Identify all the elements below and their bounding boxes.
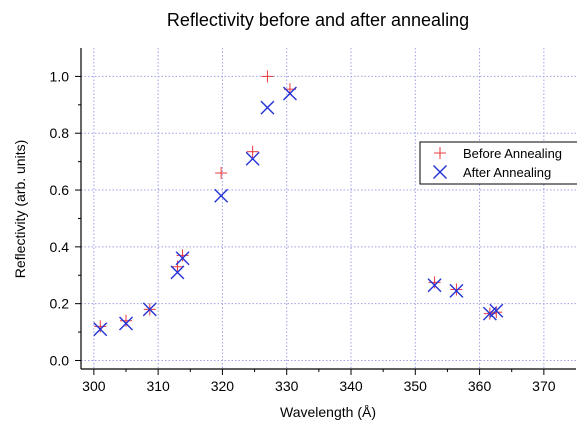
x-tick-label: 340 (339, 378, 363, 394)
chart-title: Reflectivity before and after annealing (167, 10, 469, 30)
before-annealing-point (120, 314, 132, 327)
after-annealing-point (282, 86, 297, 101)
legend-box (419, 141, 577, 185)
legend-x-marker (433, 165, 447, 179)
axes (80, 48, 576, 370)
ticks: 300 310 320 330 340 350 360 370 0.0 0.2 0.4 0.6 0.8 1… (50, 68, 556, 394)
x-axis-label: Wavelength (Å) (280, 404, 376, 420)
before-annealing-point (450, 283, 463, 296)
x-tick-label: 310 (146, 378, 170, 394)
x-tick-label: 360 (468, 378, 492, 394)
x-tick-label: 350 (404, 378, 428, 394)
data-points (93, 70, 504, 337)
legend-label-after: After Annealing (463, 165, 551, 180)
y-tick-label: 0.0 (50, 352, 70, 368)
after-annealing-point (93, 322, 108, 337)
x-tick-label: 320 (211, 378, 235, 394)
y-axis-label: Reflectivity (arb. units) (12, 140, 28, 278)
legend-label-before: Before Annealing (463, 146, 562, 161)
before-annealing-point (428, 276, 441, 289)
after-annealing-point (119, 316, 133, 331)
after-annealing-point (427, 278, 442, 293)
after-annealing-point (142, 302, 157, 317)
after-annealing-point (245, 151, 260, 166)
after-annealing-point (449, 283, 464, 298)
y-tick-label: 0.8 (50, 125, 70, 141)
after-annealing-point (489, 303, 504, 318)
grid (81, 48, 576, 369)
before-annealing-point (94, 320, 107, 333)
after-annealing-point (170, 265, 185, 280)
before-annealing-point (246, 145, 259, 158)
x-tick-label: 300 (82, 378, 106, 394)
y-tick-label: 0.6 (50, 182, 70, 198)
legend-marker-before (434, 147, 446, 159)
x-tick-label: 330 (275, 378, 299, 394)
before-annealing-point (215, 166, 228, 179)
y-tick-label: 1.0 (50, 68, 70, 84)
legend: Before Annealing After Annealing (419, 141, 577, 185)
legend-marker-after (433, 165, 447, 179)
after-annealing-point (214, 188, 229, 203)
y-tick-label: 0.2 (50, 296, 70, 312)
before-annealing-point (261, 70, 274, 83)
legend-plus-marker (434, 147, 446, 159)
before-annealing-point (176, 249, 189, 262)
after-annealing-point (175, 251, 190, 266)
x-tick-label: 370 (532, 378, 556, 394)
y-tick-label: 0.4 (50, 239, 70, 255)
after-annealing-point (260, 100, 275, 115)
before-annealing-point (490, 306, 503, 319)
